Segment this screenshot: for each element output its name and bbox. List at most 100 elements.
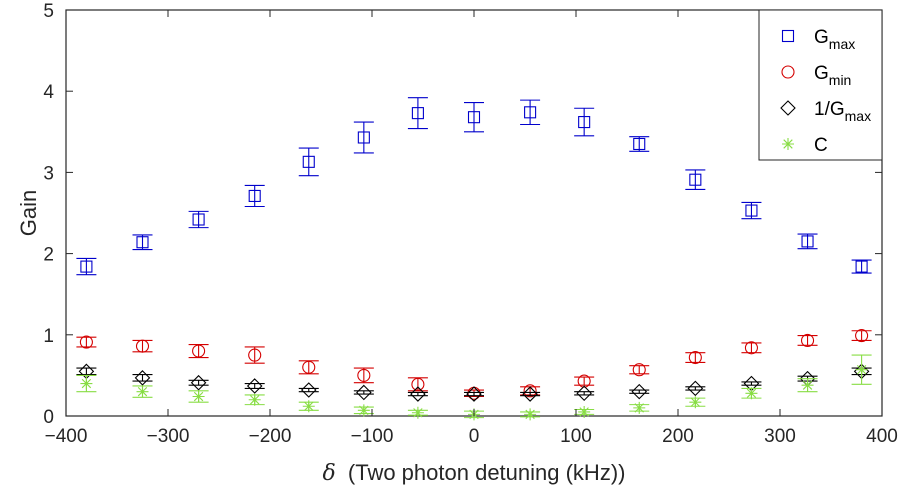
y-tick-label: 3 — [43, 163, 54, 184]
error-bar — [574, 391, 595, 396]
axis-ticks: −400 −300 −200 −100 0 100 200 300 400 0 1 2 3 4 5 — [43, 1, 897, 447]
data-point — [801, 379, 814, 392]
data-point — [578, 405, 591, 418]
x-tick-label: −100 — [351, 426, 394, 447]
error-bar — [851, 330, 872, 342]
data-point — [522, 386, 538, 402]
x-tick-label: −200 — [249, 426, 292, 447]
legend-label: C — [814, 135, 828, 156]
legend-item: 1/Gmax — [780, 99, 871, 124]
data-point — [523, 384, 537, 398]
plot-area: −400 −300 −200 −100 0 100 200 300 400 0 1 2 3 4 5 — [43, 1, 897, 447]
data-point — [411, 107, 424, 120]
error-bar — [520, 99, 541, 126]
data-point — [687, 380, 704, 397]
data-point — [136, 385, 149, 398]
x-axis-label-symbol: δ — [323, 461, 336, 486]
y-tick-label: 4 — [43, 82, 54, 103]
series-asterisk — [76, 354, 872, 421]
data-point — [801, 235, 814, 248]
legend-item: Gmax — [781, 27, 855, 52]
error-bar — [464, 391, 484, 397]
data-point — [689, 173, 702, 186]
data-point — [578, 116, 591, 129]
legend-marker — [780, 100, 796, 116]
data-point — [745, 204, 758, 217]
y-tick-label: 0 — [43, 407, 54, 428]
error-bar — [353, 121, 374, 154]
y-tick-label: 2 — [43, 245, 54, 266]
error-bar — [685, 352, 706, 363]
error-bar — [244, 184, 265, 208]
data-point — [576, 385, 592, 402]
error-bar — [407, 377, 428, 392]
data-point — [302, 400, 315, 413]
data-point — [80, 377, 93, 390]
data-point — [302, 360, 316, 374]
x-tick-label: 100 — [560, 426, 592, 447]
error-bar — [797, 335, 818, 346]
data-point — [577, 374, 591, 388]
data-point — [800, 333, 815, 348]
x-tick-label: 0 — [469, 426, 480, 447]
y-axis-label: Gain — [16, 190, 41, 236]
error-bar — [629, 136, 650, 152]
data-point — [688, 350, 702, 365]
data-point — [246, 378, 263, 394]
data-point — [135, 339, 150, 353]
data-point — [79, 335, 93, 349]
data-point — [302, 155, 315, 168]
error-bar — [76, 336, 97, 348]
data-point — [410, 386, 426, 402]
error-bar — [797, 233, 818, 250]
error-bar — [132, 374, 153, 382]
data-point — [744, 341, 758, 355]
error-bar — [741, 381, 762, 386]
error-bar — [407, 391, 428, 397]
data-point — [192, 213, 205, 226]
data-point — [248, 393, 261, 406]
data-point — [80, 260, 93, 273]
x-tick-label: 300 — [764, 426, 796, 447]
legend-label: 1/Gmax — [814, 99, 871, 124]
data-point — [357, 131, 370, 144]
error-bar — [685, 169, 706, 191]
series-diamond — [76, 363, 872, 402]
legend: Gmax Gmin 1/Gmax C — [758, 9, 883, 161]
data-point — [855, 260, 868, 273]
error-bar — [298, 360, 319, 375]
error-bar — [685, 386, 706, 391]
data-point — [631, 383, 648, 400]
error-bar — [132, 234, 153, 251]
data-point — [467, 111, 481, 124]
error-bar — [741, 342, 762, 354]
data-point — [855, 329, 869, 343]
x-tick-label: −300 — [147, 426, 190, 447]
data-point — [356, 384, 372, 401]
error-bar — [244, 346, 265, 364]
x-axis-label-text: (Two photon detuning (kHz)) — [348, 460, 626, 485]
data-point — [357, 404, 370, 417]
legend-marker — [781, 65, 795, 79]
data-point — [524, 408, 537, 421]
series-layer — [76, 97, 872, 421]
data-point — [134, 370, 151, 386]
error-bar — [298, 147, 319, 177]
data-point — [466, 386, 482, 402]
error-bar — [353, 390, 374, 395]
error-bar — [353, 367, 374, 384]
data-point — [248, 348, 262, 362]
error-bar — [629, 389, 650, 394]
data-point — [357, 368, 371, 382]
data-point — [411, 406, 424, 419]
error-bar — [464, 102, 484, 133]
error-bar — [520, 391, 541, 397]
legend-item: Gmin — [781, 63, 851, 88]
legend-label: Gmax — [814, 27, 855, 52]
error-bar — [851, 259, 872, 274]
data-point — [248, 189, 261, 202]
x-axis-label: δ (Two photon detuning (kHz)) — [323, 460, 626, 486]
y-tick-label: 1 — [43, 326, 54, 347]
error-bar — [188, 343, 209, 359]
